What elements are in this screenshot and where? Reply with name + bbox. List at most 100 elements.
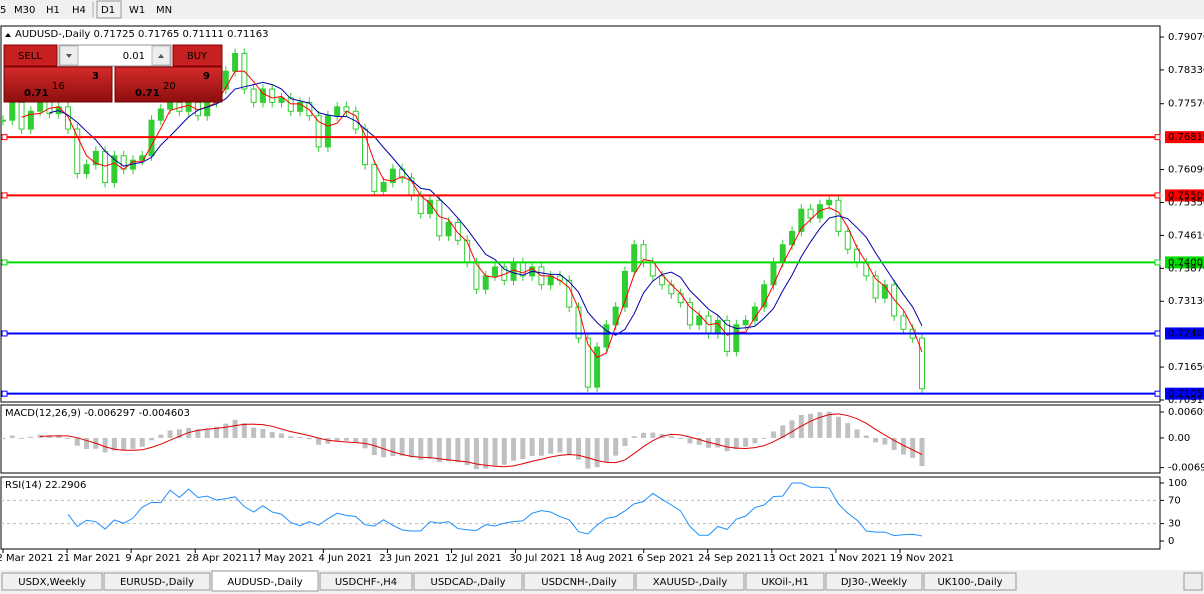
price-box[interactable]	[114, 66, 223, 103]
candle	[575, 306, 582, 339]
macd-bar	[557, 437, 563, 453]
macd-bar	[473, 437, 479, 470]
timeframe-button[interactable]	[68, 1, 92, 18]
tab[interactable]	[413, 572, 523, 591]
timeframe-label[interactable]: H4	[72, 5, 86, 16]
candle	[315, 115, 322, 148]
candle	[919, 337, 925, 390]
date-label: 28 Apr 2021	[186, 553, 248, 564]
rsi-label: RSI(14) 22.2906	[5, 480, 86, 491]
timeframe-button[interactable]	[96, 0, 122, 19]
buy-button[interactable]	[172, 44, 223, 67]
macd-bar	[19, 437, 25, 439]
candle	[816, 204, 823, 219]
lot-up-arrow	[158, 54, 164, 58]
sell-label[interactable]: SELL	[18, 51, 42, 62]
tab-scroll[interactable]	[1183, 572, 1203, 591]
sell-button[interactable]	[3, 44, 58, 67]
macd-bar	[65, 437, 71, 439]
macd-tick-label: 0.006094	[1168, 407, 1204, 418]
tab-label[interactable]: UK100-,Daily	[937, 577, 1002, 588]
lot-value[interactable]: 0.01	[123, 51, 145, 62]
candle	[798, 208, 805, 232]
rsi-tick-label: 30	[1168, 519, 1181, 530]
macd-bar	[845, 423, 851, 438]
macd-bar	[353, 437, 359, 443]
macd-bar	[835, 416, 841, 438]
timeframe-button[interactable]	[152, 1, 176, 18]
tab[interactable]	[319, 572, 413, 591]
macd-bar	[789, 420, 795, 438]
tab-label[interactable]: DJ30-,Weekly	[841, 577, 907, 588]
macd-bar	[594, 437, 600, 468]
macd-bar	[668, 436, 674, 438]
candle	[491, 266, 498, 277]
candle	[742, 319, 749, 326]
tab[interactable]	[103, 572, 211, 591]
candle	[584, 337, 591, 388]
tab[interactable]	[825, 572, 923, 591]
candle	[807, 208, 814, 219]
tab[interactable]	[1, 572, 103, 591]
tab[interactable]	[923, 572, 1017, 591]
macd-bar	[854, 429, 860, 438]
macd-bar	[687, 437, 693, 444]
macd-bar	[427, 437, 433, 459]
tab-label[interactable]: USDCHF-,H4	[335, 577, 397, 588]
tab-label[interactable]: EURUSD-,Daily	[120, 577, 194, 588]
candle	[222, 70, 229, 90]
date-label: 30 Jul 2021	[509, 553, 566, 564]
candle	[102, 150, 109, 183]
tab[interactable]	[211, 570, 319, 592]
timeframe-label[interactable]: W1	[129, 5, 145, 16]
date-label: 21 Mar 2021	[57, 553, 120, 564]
macd-bar	[678, 437, 684, 439]
candle	[324, 115, 331, 148]
tab-label[interactable]: USDCNH-,Daily	[541, 577, 617, 588]
date-label: 19 Nov 2021	[890, 553, 954, 564]
macd-bar	[306, 437, 312, 440]
buy-label[interactable]: BUY	[187, 51, 208, 62]
level-label: 0.74003	[1168, 257, 1204, 268]
candle	[677, 293, 684, 304]
tab-label[interactable]: USDX,Weekly	[18, 577, 86, 588]
moving-average	[49, 81, 923, 336]
candle	[250, 88, 257, 103]
timeframe-label[interactable]: M30	[14, 5, 35, 16]
macd-bar	[631, 436, 637, 438]
price-box[interactable]	[3, 66, 113, 103]
macd-bar	[149, 437, 155, 441]
macd-bar	[121, 437, 127, 451]
candle	[714, 319, 721, 335]
candle	[826, 199, 833, 206]
macd-bar	[56, 434, 62, 438]
tab-label[interactable]: USDCAD-,Daily	[431, 577, 506, 588]
rsi-panel	[0, 476, 1161, 550]
date-label: 4 Jun 2021	[318, 553, 372, 564]
tab-label[interactable]: UKOil-,H1	[761, 577, 808, 588]
macd-bar	[464, 437, 470, 465]
timeframe-button[interactable]	[42, 1, 66, 18]
macd-bar	[566, 437, 572, 455]
timeframe-label[interactable]: 5	[0, 5, 6, 16]
macd-bar	[882, 437, 888, 445]
timeframe-button[interactable]	[10, 1, 40, 18]
macd-bar	[334, 437, 340, 442]
macd-bar	[241, 423, 247, 438]
candle	[27, 110, 34, 130]
level-label: 0.72406	[1168, 328, 1204, 339]
timeframe-label[interactable]: D1	[101, 5, 115, 16]
timeframe-label[interactable]: H1	[46, 5, 60, 16]
tab-label[interactable]: AUDUSD-,Daily	[227, 577, 302, 588]
lot-field[interactable]	[58, 44, 172, 67]
candle	[659, 275, 666, 286]
tab[interactable]	[745, 572, 825, 591]
macd-bar	[102, 437, 108, 453]
timeframe-label[interactable]: MN	[156, 5, 172, 16]
timeframe-button[interactable]	[125, 1, 149, 18]
tab-label[interactable]: XAUUSD-,Daily	[653, 577, 728, 588]
tab[interactable]	[635, 572, 745, 591]
tab[interactable]	[523, 572, 635, 591]
